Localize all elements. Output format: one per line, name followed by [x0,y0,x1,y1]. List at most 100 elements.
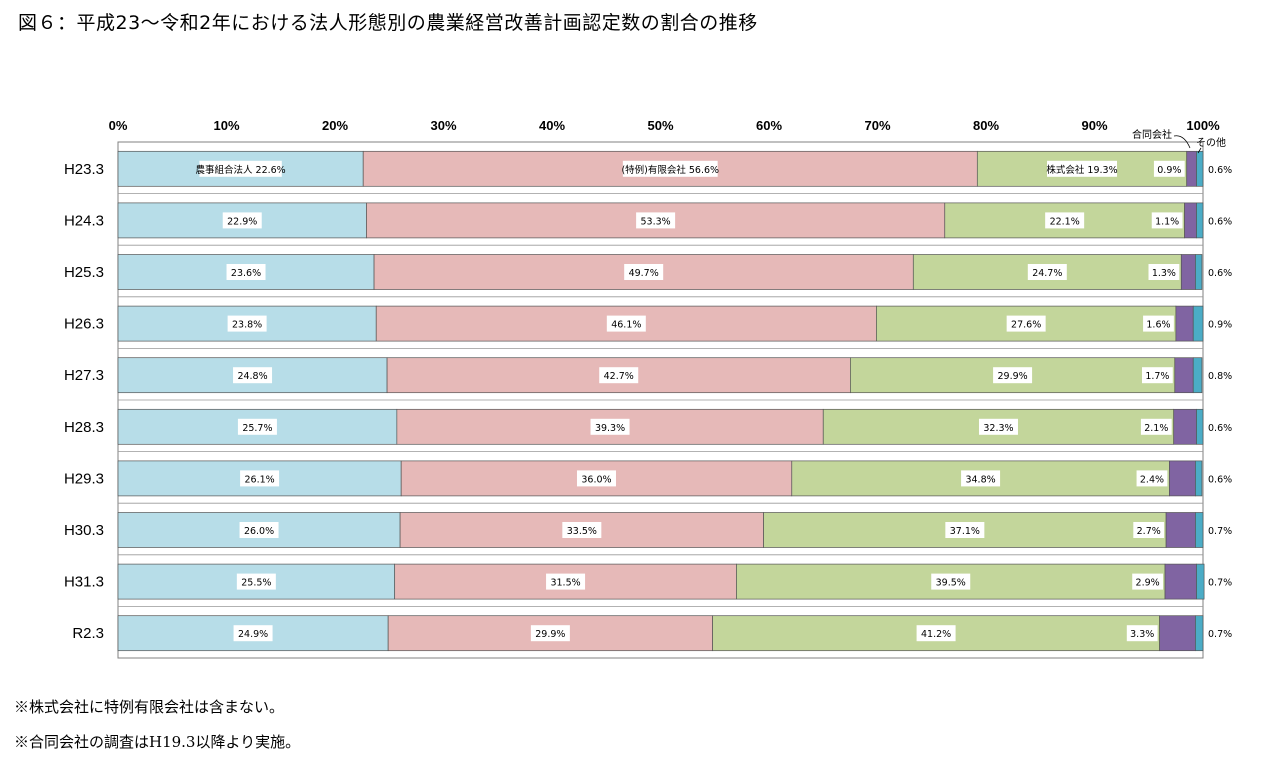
bar-segment [1175,305,1194,342]
data-label: 26.0% [244,526,274,537]
data-label: 0.9% [1208,320,1232,331]
data-label: 25.5% [241,578,271,589]
data-label-bg [1153,160,1185,177]
data-label-bg [226,264,266,280]
bar-segment [1174,357,1194,394]
bar-segment [117,408,398,445]
bar-segment [1192,305,1204,342]
bar-segment [1196,563,1205,600]
data-label: 農事組合法人 22.6% [196,164,286,176]
data-label: 1.6% [1146,320,1170,331]
data-label: 32.3% [983,423,1013,434]
category-label: H27.3 [64,367,104,384]
data-label-bg [1136,470,1168,487]
data-label-bg [590,418,630,435]
data-label-bg [1140,418,1172,435]
x-tick-label: 100% [1186,118,1220,133]
data-label-bg [945,522,985,538]
bar-segment [1195,615,1204,652]
data-label-bg [961,470,1001,487]
data-label-bg [1126,625,1158,642]
x-tick-label: 90% [1081,118,1107,133]
data-label: 36.0% [581,474,611,485]
category-label: H26.3 [64,316,104,333]
category-label: R2.3 [72,625,104,642]
data-label-bg [978,418,1018,435]
data-label-bg [1132,573,1164,590]
data-label: 0.6% [1208,216,1232,227]
data-label-bg [562,522,602,538]
data-label-bg [233,367,273,384]
data-label: 29.9% [997,371,1027,382]
x-tick-label: 80% [973,118,999,133]
bar-segment [1186,150,1197,187]
category-label: H31.3 [64,574,104,591]
data-label: 0.7% [1208,629,1232,640]
data-label: 27.6% [1011,320,1041,331]
data-label-bg [636,212,676,229]
data-label: 3.3% [1130,629,1154,640]
bar-segment [1184,202,1197,239]
x-tick-label: 60% [756,118,782,133]
data-label-bg [239,522,279,538]
note-1: ※株式会社に特例有限会社は含まない。 [14,698,285,716]
data-label: 39.3% [595,423,625,434]
data-label-bg [916,625,956,642]
data-label: 41.2% [921,629,951,640]
data-label: 株式会社 19.3% [1046,164,1117,176]
data-label: 24.8% [237,371,267,382]
data-label-bg [1143,315,1174,332]
data-label: 0.9% [1157,165,1181,176]
bar-segment [1180,254,1196,290]
bar-segment [1196,150,1204,187]
data-label: 49.7% [629,268,659,279]
data-label-bg [993,367,1033,384]
bar-segment [1159,615,1196,652]
data-label-bg [931,573,971,590]
data-label: 1.1% [1155,216,1179,227]
category-label: H28.3 [64,419,104,436]
data-label: 29.9% [535,629,565,640]
data-label-bg [222,212,262,229]
data-label: 25.7% [242,423,272,434]
data-label-bg [1151,212,1183,229]
callout-label-godo: 合同会社 [1132,128,1172,141]
x-tick-label: 20% [322,118,348,133]
data-label-bg [1006,315,1046,332]
data-label: 0.7% [1208,578,1232,589]
data-label: 0.6% [1208,423,1232,434]
bar-segment [1165,512,1196,548]
data-label: 26.1% [244,474,274,485]
bar-segment [912,254,1182,290]
data-label: 0.7% [1208,526,1232,537]
data-label: 31.5% [550,578,580,589]
data-label: (特例)有限会社 56.6% [621,164,719,176]
data-label: 1.7% [1145,371,1169,382]
x-tick-label: 10% [213,118,239,133]
data-label-bg [599,367,639,384]
data-label: 0.6% [1208,268,1232,279]
data-label: 0.6% [1208,165,1232,176]
page-title: 図６：平成23～令和2年における法人形態別の農業経営改善計画認定数の割合の推移 [18,12,758,34]
data-label-bg [1027,264,1067,280]
bar-segment [1195,512,1204,548]
callout-line-godo [1173,135,1191,149]
data-label: 22.9% [227,216,257,227]
data-label: 34.8% [965,474,995,485]
data-label-bg [227,315,267,332]
data-label: 0.6% [1208,474,1232,485]
data-label: 2.9% [1136,578,1160,589]
bar-segment [1196,408,1204,445]
category-label: H23.3 [64,161,104,178]
data-label-bg [606,315,646,332]
data-label-bg [199,160,282,177]
data-label-bg [576,470,616,487]
data-label-bg [1133,522,1165,538]
x-tick-label: 0% [109,118,128,133]
data-label-bg [624,264,664,280]
data-label-bg [622,160,718,177]
data-label-bg [237,418,277,435]
bar-segment [1195,460,1203,497]
bar-segment [1173,408,1197,445]
bar-segment [1164,563,1197,600]
